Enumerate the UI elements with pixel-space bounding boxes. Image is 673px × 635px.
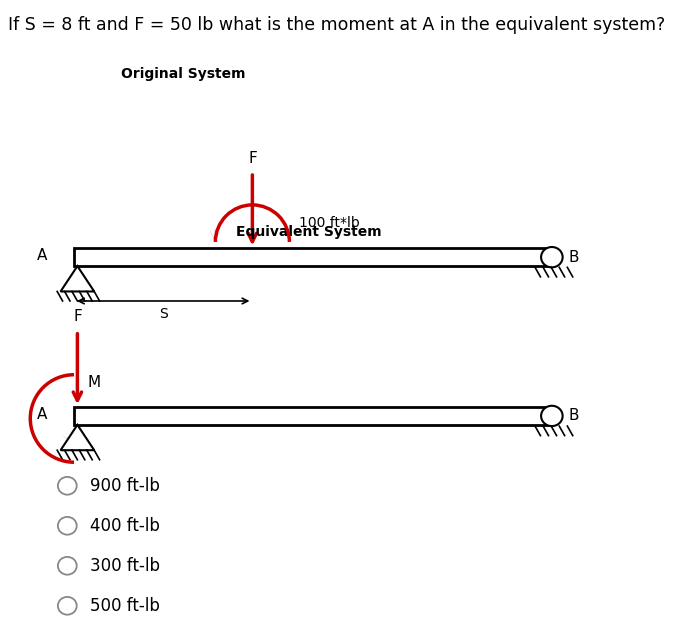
Text: If S = 8 ft and F = 50 lb what is the moment at A in the equivalent system?: If S = 8 ft and F = 50 lb what is the mo… bbox=[8, 16, 665, 34]
Circle shape bbox=[58, 597, 77, 615]
Text: B: B bbox=[569, 408, 579, 424]
Text: 400 ft-lb: 400 ft-lb bbox=[90, 517, 160, 535]
Polygon shape bbox=[61, 266, 94, 291]
Polygon shape bbox=[61, 425, 94, 450]
Text: 100 ft*lb: 100 ft*lb bbox=[299, 216, 360, 230]
Text: M: M bbox=[87, 375, 101, 391]
Text: A: A bbox=[37, 406, 47, 422]
Circle shape bbox=[541, 247, 563, 267]
Text: B: B bbox=[569, 250, 579, 265]
Bar bbox=[74, 248, 552, 266]
Text: 300 ft-lb: 300 ft-lb bbox=[90, 557, 160, 575]
Circle shape bbox=[58, 557, 77, 575]
Bar bbox=[74, 407, 552, 425]
Text: A: A bbox=[37, 248, 47, 263]
Circle shape bbox=[58, 477, 77, 495]
Text: F: F bbox=[73, 309, 82, 324]
Circle shape bbox=[541, 406, 563, 426]
Text: 500 ft-lb: 500 ft-lb bbox=[90, 597, 160, 615]
Text: Original System: Original System bbox=[121, 67, 246, 81]
Text: 900 ft-lb: 900 ft-lb bbox=[90, 477, 160, 495]
Circle shape bbox=[58, 517, 77, 535]
Text: F: F bbox=[248, 150, 257, 166]
Text: Equivalent System: Equivalent System bbox=[236, 225, 381, 239]
Text: S: S bbox=[159, 307, 168, 321]
